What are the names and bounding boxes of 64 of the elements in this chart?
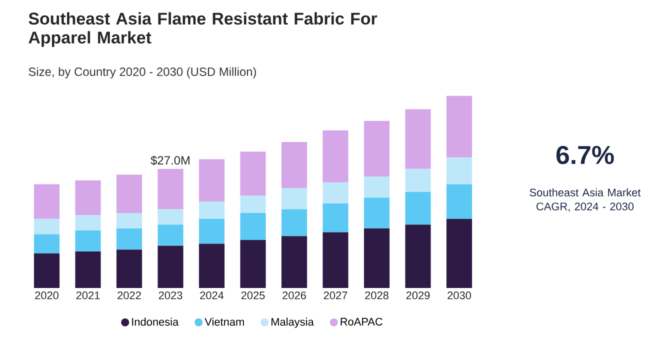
bar	[281, 209, 308, 236]
bar	[281, 142, 308, 188]
bar	[240, 213, 266, 240]
bar	[446, 218, 472, 288]
bar	[405, 224, 431, 288]
bar	[158, 209, 184, 225]
text: Southeast Asia Market CAGR, 2024 - 2030	[530, 188, 641, 212]
bar	[116, 213, 142, 228]
bar	[240, 240, 266, 288]
x-tick-label: 2024	[200, 292, 224, 300]
bar	[322, 232, 348, 288]
x-tick-label: 2029	[406, 292, 430, 300]
bar	[364, 176, 390, 198]
legend-label: Vietnam	[204, 318, 244, 326]
bar	[34, 218, 60, 234]
bar	[281, 236, 308, 288]
bar	[158, 224, 184, 246]
bar	[158, 246, 184, 288]
text: 6.7%	[556, 146, 614, 164]
chart-subtitle: Size, by Country 2020 - 2030 (USD Million)	[28, 67, 256, 78]
bar	[322, 130, 348, 182]
x-tick-label: 2027	[324, 292, 348, 300]
x-tick-label: 2026	[282, 292, 306, 300]
bar	[116, 228, 142, 250]
bar	[446, 184, 472, 219]
bar	[322, 182, 348, 204]
bar	[240, 152, 266, 196]
bar	[75, 180, 101, 215]
bar	[281, 188, 308, 210]
x-tick-label: 2030	[448, 292, 472, 300]
bar	[364, 228, 390, 288]
bar	[198, 159, 225, 202]
x-tick-label: 2028	[365, 292, 388, 300]
bar	[75, 230, 101, 252]
bar	[198, 244, 225, 288]
bar	[364, 198, 390, 228]
bar	[34, 234, 60, 254]
x-tick-label: 2022	[118, 292, 141, 300]
bar	[446, 96, 472, 158]
x-tick-label: 2023	[158, 292, 182, 300]
bar	[116, 250, 142, 288]
bar	[75, 214, 101, 230]
x-tick-label: 2021	[76, 292, 100, 300]
bar	[34, 184, 60, 219]
bar	[198, 218, 225, 244]
bar	[322, 203, 348, 232]
annotation: $27.0M	[150, 156, 190, 166]
legend-label: Malaysia	[272, 318, 314, 328]
legend-label: RoAPAC	[340, 318, 382, 326]
bar	[405, 109, 431, 169]
bar	[405, 192, 431, 225]
bar	[446, 157, 472, 184]
bar	[158, 168, 184, 210]
x-tick-label: 2020	[35, 292, 58, 300]
bar	[405, 168, 431, 192]
chart-title: Southeast Asia Flame Resistant Fabric For Apparel Market	[28, 12, 378, 47]
bar	[240, 196, 266, 214]
bar	[116, 174, 142, 214]
bar	[198, 202, 225, 219]
bar	[34, 253, 60, 288]
x-tick-label: 2025	[241, 292, 265, 300]
legend-label: Indonesia	[132, 318, 179, 326]
bar	[75, 251, 101, 288]
bar	[364, 120, 390, 177]
